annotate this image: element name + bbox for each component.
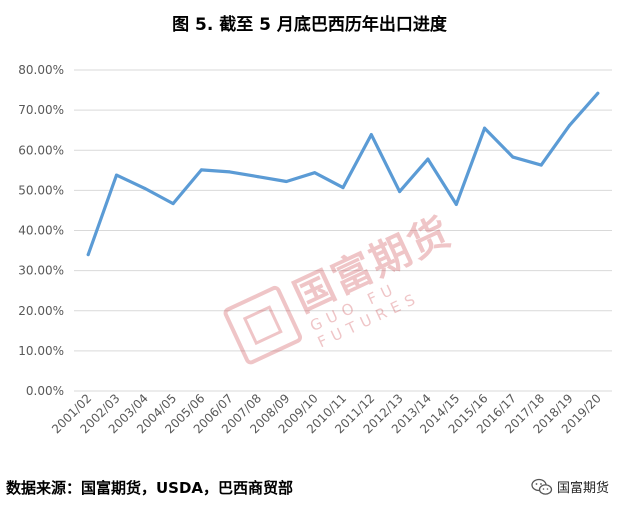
chart-title: 图 5. 截至 5 月底巴西历年出口进度: [172, 15, 447, 35]
brand-name: 国富期货: [556, 481, 609, 496]
line-chart: 0.00% 10.00% 20.00% 30.00% 40.00% 50.00% 60.00…: [18, 63, 612, 436]
data-point: [398, 190, 402, 194]
data-point: [199, 168, 203, 172]
y-tick-label: 40.00%: [18, 224, 64, 238]
y-tick-label: 60.00%: [18, 143, 64, 157]
data-point: [369, 133, 373, 137]
data-point: [539, 163, 543, 167]
wechat-icon: [531, 478, 553, 495]
data-point: [313, 171, 317, 175]
data-point: [114, 173, 118, 177]
data-point: [341, 186, 345, 190]
data-point: [284, 180, 288, 184]
data-point: [86, 253, 90, 257]
y-tick-label: 0.00%: [26, 384, 64, 398]
data-point: [426, 157, 430, 161]
data-point: [568, 123, 572, 127]
data-point: [511, 155, 515, 159]
data-source: 数据来源：国富期货，USDA，巴西商贸部: [6, 479, 294, 497]
data-point: [596, 91, 600, 95]
data-point: [143, 186, 147, 190]
data-point: [454, 202, 458, 206]
y-tick-label: 80.00%: [18, 63, 64, 77]
brand-footer: 国富期货: [531, 477, 609, 496]
data-point: [483, 126, 487, 130]
data-point: [256, 175, 260, 179]
data-point: [171, 202, 175, 206]
y-tick-label: 70.00%: [18, 103, 64, 117]
y-tick-label: 20.00%: [18, 304, 64, 318]
y-tick-label: 50.00%: [18, 183, 64, 197]
y-tick-label: 10.00%: [18, 344, 64, 358]
y-tick-label: 30.00%: [18, 264, 64, 278]
data-point: [228, 170, 232, 174]
